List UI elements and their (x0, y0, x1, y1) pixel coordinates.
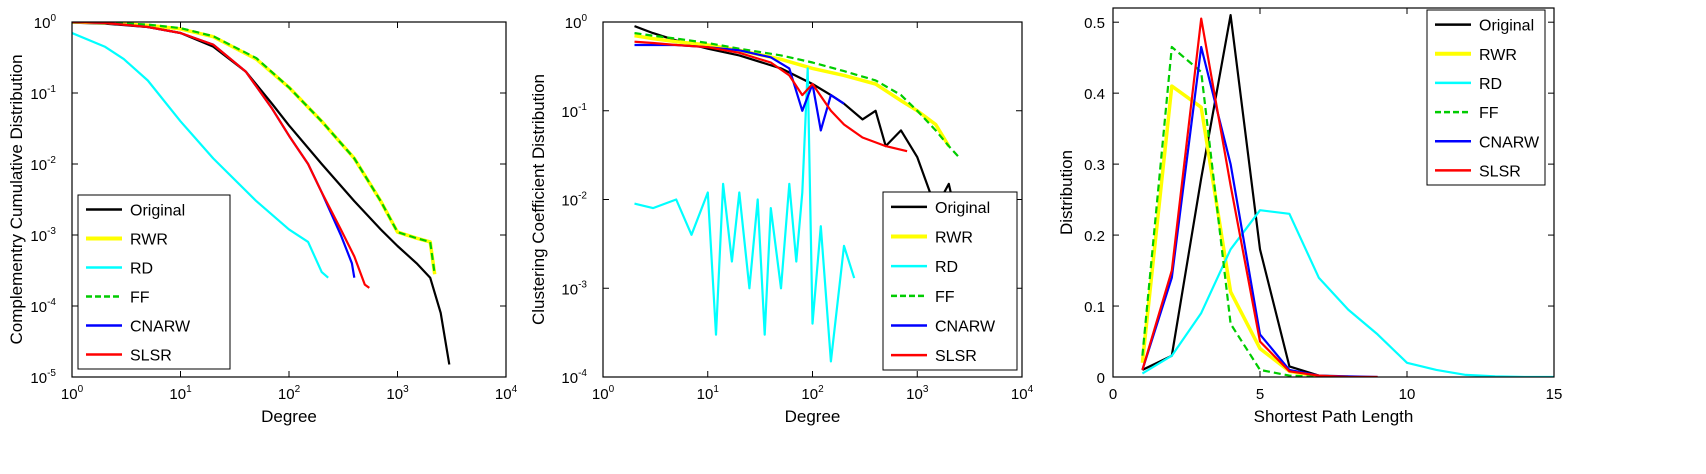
x-tick-label: 0 (1109, 386, 1117, 403)
y-tick-label: 0.5 (1084, 15, 1105, 32)
x-tick-label: 102 (801, 384, 824, 403)
x-tick-label: 15 (1546, 386, 1563, 403)
x-tick-label: 101 (697, 384, 720, 403)
x-tick-label: 104 (1011, 384, 1034, 403)
x-axis-label: Degree (261, 407, 317, 426)
x-tick-label: 10 (1399, 386, 1416, 403)
legend-label-ff: FF (130, 290, 150, 307)
legend-label-rwr: RWR (130, 232, 168, 249)
legend: Original RWR RD FF CNARW SLSR (77, 194, 231, 370)
x-tick-label: 100 (61, 384, 84, 403)
y-tick-label: 10-5 (30, 368, 56, 387)
y-tick-label: 100 (34, 13, 57, 32)
y-axis-label: Complementry Cumulative Distribution (7, 54, 26, 344)
y-tick-label: 10-2 (30, 155, 56, 174)
legend-label-rwr: RWR (935, 230, 973, 247)
legend-label-ff: FF (935, 289, 955, 306)
series-line-slsr (72, 22, 370, 289)
legend-label-cnarw: CNARW (1479, 134, 1540, 151)
series-line-cnarw (634, 43, 845, 132)
y-tick-label: 10-2 (561, 191, 587, 210)
x-tick-label: 101 (169, 384, 192, 403)
y-axis-label: Distribution (1057, 150, 1076, 235)
series-line-rd (634, 67, 856, 363)
y-tick-label: 0.1 (1084, 299, 1105, 316)
legend-label-cnarw: CNARW (935, 319, 996, 336)
series-line-rd (72, 31, 329, 279)
y-tick-label: 0.4 (1084, 86, 1105, 103)
chart-panel-1: 100 101 102 103 104 10-5 10-4 10-3 10-2 10-1 100 De… (7, 13, 518, 426)
legend-label-cnarw: CNARW (130, 319, 191, 336)
legend-label-rd: RD (1479, 76, 1502, 93)
y-tick-label: 0 (1097, 370, 1105, 387)
legend-label-slsr: SLSR (935, 348, 977, 365)
x-tick-label: 5 (1256, 386, 1264, 403)
legend-label-original: Original (130, 203, 185, 220)
legend-label-rd: RD (130, 261, 153, 278)
chart-panel-2: 100 101 102 103 104 10-4 10-3 10-2 10-1 100 Degree… (529, 13, 1034, 426)
legend-label-slsr: SLSR (130, 348, 172, 365)
x-tick-label: 102 (278, 384, 301, 403)
y-tick-label: 10-1 (561, 102, 587, 121)
legend-label-slsr: SLSR (1479, 163, 1521, 180)
y-tick-label: 10-3 (30, 226, 56, 245)
y-tick-label: 10-3 (561, 279, 587, 298)
x-tick-label: 104 (495, 384, 518, 403)
series-line-ff (634, 32, 960, 158)
legend: Original RWR RD FF CNARW SLSR (1426, 9, 1546, 186)
series-line-rd (1141, 209, 1554, 377)
legend: Original RWR RD FF CNARW SLSR (882, 191, 1018, 371)
x-axis-label: Degree (785, 407, 841, 426)
chart-panel-3: 0 5 10 15 0 0.1 0.2 0.3 0.4 0.5 Shortest Path Leng… (1057, 7, 1563, 426)
y-tick-label: 10-4 (561, 368, 587, 387)
y-tick-label: 10-1 (30, 84, 56, 103)
x-tick-label: 103 (906, 384, 929, 403)
y-axis-label: Clustering Coefficient Distribution (529, 74, 548, 325)
series-line-ff (72, 22, 436, 275)
x-axis-label: Shortest Path Length (1254, 407, 1414, 426)
x-tick-label: 103 (386, 384, 409, 403)
axes-frame (1112, 7, 1555, 378)
series-line-slsr (634, 40, 908, 153)
legend-label-rwr: RWR (1479, 47, 1517, 64)
series-line-ff (1141, 45, 1319, 377)
legend-label-original: Original (935, 200, 990, 217)
legend-label-original: Original (1479, 18, 1534, 35)
y-tick-label: 100 (565, 13, 588, 32)
legend-label-rd: RD (935, 259, 958, 276)
legend-label-ff: FF (1479, 105, 1499, 122)
y-tick-label: 0.2 (1084, 228, 1105, 245)
x-tick-label: 100 (592, 384, 615, 403)
y-tick-label: 0.3 (1084, 157, 1105, 174)
y-tick-label: 10-4 (30, 297, 56, 316)
